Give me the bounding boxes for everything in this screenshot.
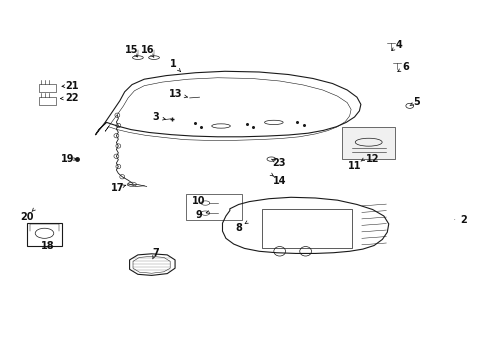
Text: 9: 9 xyxy=(195,210,202,220)
Text: 5: 5 xyxy=(412,96,419,107)
Text: 3: 3 xyxy=(152,112,159,122)
Text: 4: 4 xyxy=(394,40,401,50)
Text: 16: 16 xyxy=(141,45,154,55)
Text: 2: 2 xyxy=(459,215,466,225)
Text: 18: 18 xyxy=(41,240,55,251)
Bar xyxy=(27,223,62,246)
Text: 21: 21 xyxy=(65,81,79,91)
Text: 15: 15 xyxy=(125,45,139,55)
Text: 20: 20 xyxy=(20,212,34,222)
Text: 17: 17 xyxy=(110,183,124,193)
Text: 8: 8 xyxy=(235,222,242,233)
Text: 23: 23 xyxy=(271,158,285,168)
Bar xyxy=(342,127,394,159)
Text: 22: 22 xyxy=(65,93,79,103)
Bar xyxy=(39,97,56,105)
Bar xyxy=(185,194,242,220)
Bar xyxy=(39,84,56,92)
Text: 10: 10 xyxy=(191,196,205,206)
Text: 12: 12 xyxy=(365,154,379,164)
Bar xyxy=(261,209,351,248)
Text: 7: 7 xyxy=(152,248,159,258)
Text: 6: 6 xyxy=(402,62,408,72)
Text: 13: 13 xyxy=(169,89,183,99)
Text: 14: 14 xyxy=(272,176,286,186)
Text: 19: 19 xyxy=(61,154,74,164)
Text: 1: 1 xyxy=(170,59,177,69)
Text: 11: 11 xyxy=(347,161,361,171)
